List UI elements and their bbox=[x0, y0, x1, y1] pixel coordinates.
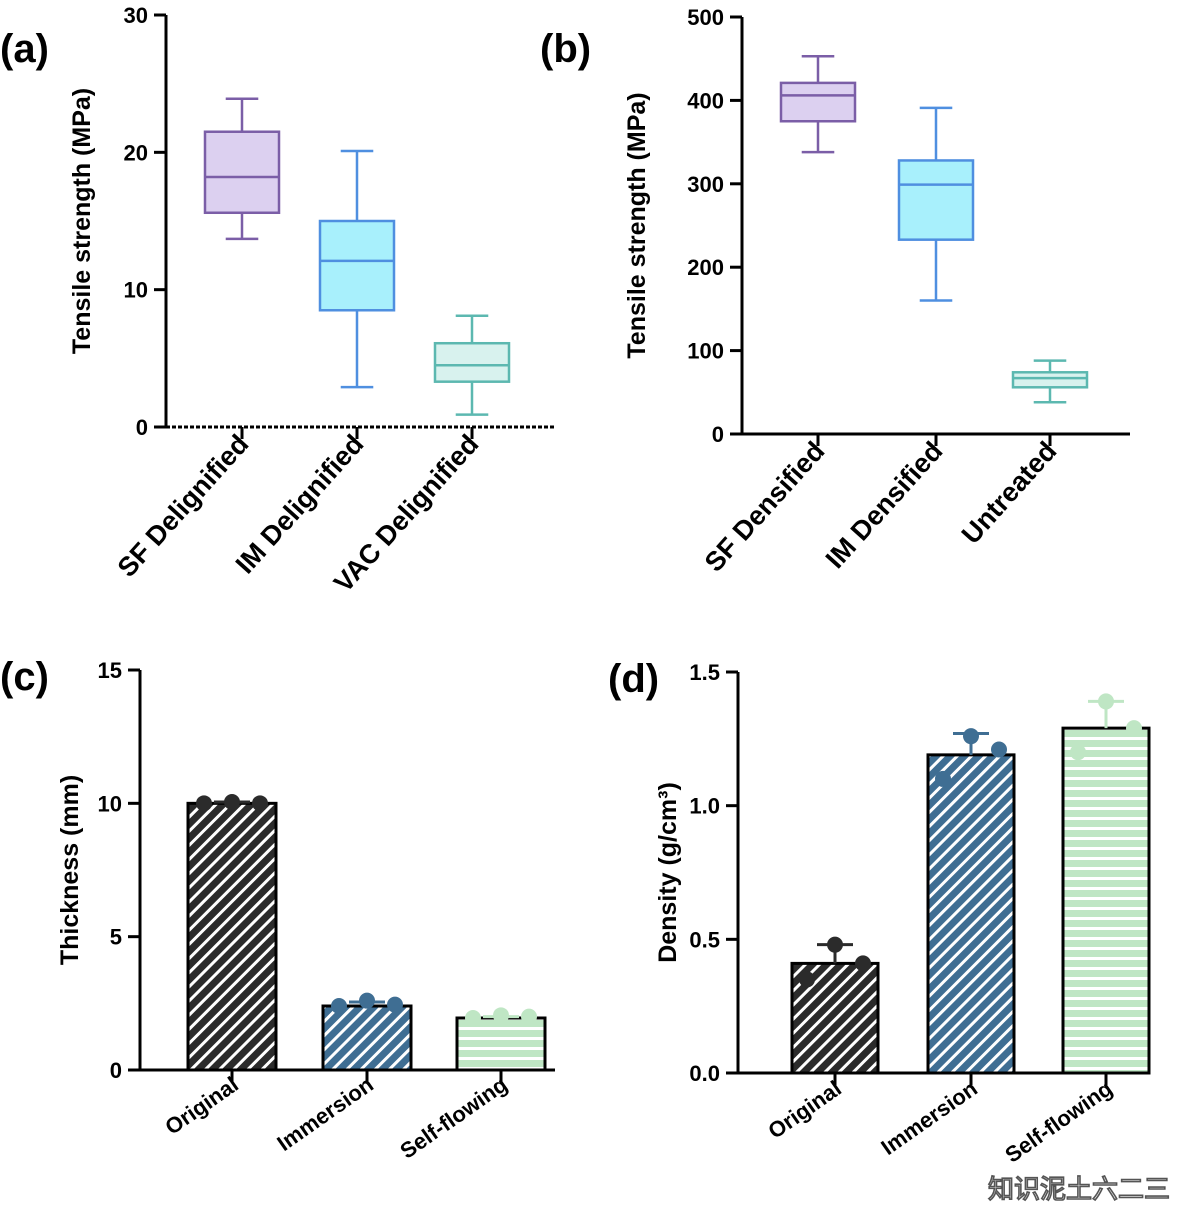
data-point bbox=[387, 996, 403, 1013]
data-point bbox=[493, 1007, 509, 1024]
y-tick-label: 15 bbox=[98, 658, 122, 683]
box-2 bbox=[318, 149, 396, 389]
box-iqr bbox=[433, 341, 511, 383]
panel-letter: (d) bbox=[608, 657, 659, 701]
y-tick-label: 30 bbox=[124, 3, 148, 28]
data-point bbox=[331, 998, 347, 1014]
data-point bbox=[963, 728, 979, 745]
panel-c: (c) 0 5 10 15 Thickness (mm) Original Immersion… bbox=[0, 655, 555, 1164]
y-tick-label: 1.0 bbox=[689, 794, 720, 819]
y-tick-label: 20 bbox=[124, 140, 148, 165]
panel-letter: (b) bbox=[540, 27, 591, 71]
data-point bbox=[224, 794, 240, 810]
box-2 bbox=[897, 106, 975, 302]
x-category-label: IM Densified bbox=[820, 436, 949, 574]
x-category-label: Self-flowing bbox=[395, 1072, 511, 1164]
box-1 bbox=[779, 54, 857, 154]
box-iqr bbox=[318, 219, 396, 312]
x-category-label: Original bbox=[160, 1072, 242, 1140]
y-tick-label: 400 bbox=[687, 88, 724, 113]
data-point bbox=[991, 741, 1007, 758]
box-iqr bbox=[203, 130, 281, 215]
data-point bbox=[359, 992, 375, 1009]
y-tick-label: 200 bbox=[687, 255, 724, 280]
y-axis-title: Tensile strength (MPa) bbox=[623, 92, 651, 358]
x-category-label: Original bbox=[763, 1076, 845, 1144]
x-category-label: Self-flowing bbox=[1000, 1076, 1116, 1168]
bar-group-3 bbox=[1061, 693, 1151, 1075]
bar-group-3 bbox=[455, 1007, 547, 1072]
panel-d: (d) 0.0 0.5 1.0 1.5 Density (g/cm³) Original Im… bbox=[608, 657, 1151, 1168]
y-tick-label: 0 bbox=[110, 1058, 122, 1083]
y-axis-title: Thickness (mm) bbox=[56, 775, 84, 965]
y-tick-label: 5 bbox=[110, 925, 122, 950]
bar bbox=[1061, 726, 1151, 1075]
data-point bbox=[521, 1008, 537, 1025]
data-point bbox=[827, 936, 843, 953]
y-tick-label: 0 bbox=[712, 422, 724, 447]
box-1 bbox=[203, 97, 281, 241]
x-category-label: Untreated bbox=[956, 436, 1063, 550]
data-point bbox=[465, 1010, 481, 1026]
data-point bbox=[196, 795, 212, 812]
data-point bbox=[855, 955, 871, 972]
x-category-label: Immersion bbox=[272, 1072, 377, 1156]
bar bbox=[455, 1016, 547, 1072]
y-tick-label: 0.0 bbox=[689, 1061, 720, 1086]
y-tick-label: 10 bbox=[124, 278, 148, 303]
data-point bbox=[799, 971, 815, 988]
y-tick-label: 1.5 bbox=[689, 660, 720, 685]
data-point bbox=[935, 770, 951, 787]
bar-group-2 bbox=[926, 728, 1016, 1075]
x-category-label: Immersion bbox=[876, 1076, 981, 1160]
panel-letter: (c) bbox=[0, 655, 49, 699]
box-iqr bbox=[1011, 371, 1089, 389]
y-tick-label: 0.5 bbox=[689, 927, 720, 952]
panel-letter: (a) bbox=[0, 27, 49, 71]
y-tick-label: 10 bbox=[98, 791, 122, 816]
box-iqr bbox=[779, 81, 857, 123]
bar bbox=[926, 753, 1016, 1075]
bar-group-2 bbox=[321, 992, 413, 1072]
panel-b: (b) 0 100 200 300 400 500 Tensile strength (MPa… bbox=[540, 5, 1130, 578]
y-axis-title: Density (g/cm³) bbox=[654, 782, 682, 963]
box-3 bbox=[433, 314, 511, 416]
y-tick-label: 0 bbox=[136, 415, 148, 440]
data-point bbox=[1098, 693, 1114, 710]
watermark-text: 知识泥土六二三 bbox=[988, 1174, 1170, 1204]
bar-group-1 bbox=[790, 936, 880, 1075]
box-3 bbox=[1011, 359, 1089, 404]
bar-group-1 bbox=[186, 794, 278, 1072]
data-point bbox=[1070, 744, 1086, 761]
box-iqr bbox=[897, 159, 975, 241]
data-point bbox=[252, 795, 268, 812]
x-category-label: SF Densified bbox=[699, 436, 831, 578]
bar bbox=[186, 801, 278, 1072]
y-tick-label: 100 bbox=[687, 339, 724, 364]
y-tick-label: 500 bbox=[687, 5, 724, 30]
y-axis-title: Tensile strength (MPa) bbox=[68, 88, 96, 354]
bar bbox=[321, 1004, 413, 1072]
y-tick-label: 300 bbox=[687, 172, 724, 197]
data-point bbox=[1126, 720, 1142, 737]
